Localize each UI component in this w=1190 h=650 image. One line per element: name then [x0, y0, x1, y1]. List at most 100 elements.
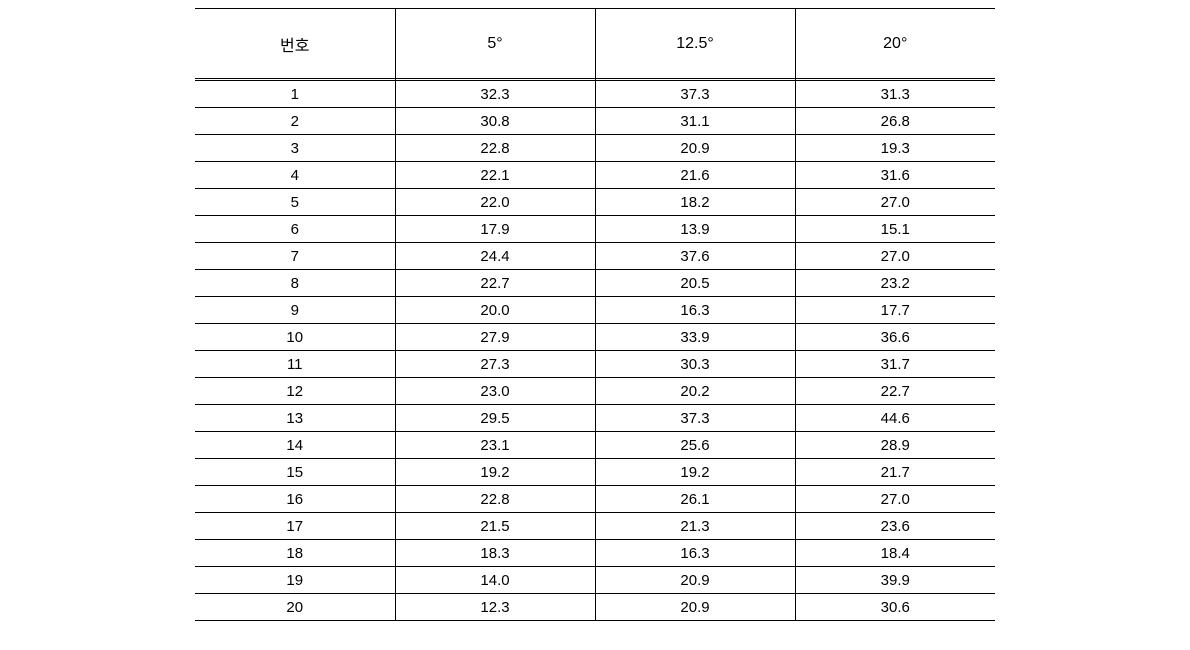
table-cell: 14 — [195, 432, 395, 459]
table-cell: 3 — [195, 135, 395, 162]
table-cell: 27.9 — [395, 324, 595, 351]
table-cell: 16.3 — [595, 540, 795, 567]
table-cell: 31.6 — [795, 162, 995, 189]
table-cell: 19.2 — [595, 459, 795, 486]
table-cell: 23.1 — [395, 432, 595, 459]
table-row: 1622.826.127.0 — [195, 486, 995, 513]
table-row: 724.437.627.0 — [195, 243, 995, 270]
table-cell: 23.2 — [795, 270, 995, 297]
table-cell: 25.6 — [595, 432, 795, 459]
column-header-20deg: 20° — [795, 9, 995, 79]
table-cell: 30.6 — [795, 594, 995, 621]
table-cell: 31.3 — [795, 81, 995, 108]
table-cell: 28.9 — [795, 432, 995, 459]
table-row: 322.820.919.3 — [195, 135, 995, 162]
table-cell: 22.8 — [395, 486, 595, 513]
table-cell: 22.7 — [795, 378, 995, 405]
table-cell: 4 — [195, 162, 395, 189]
table-row: 822.720.523.2 — [195, 270, 995, 297]
table-cell: 18 — [195, 540, 395, 567]
table-cell: 31.7 — [795, 351, 995, 378]
table-cell: 18.2 — [595, 189, 795, 216]
table-row: 2012.320.930.6 — [195, 594, 995, 621]
table-row: 617.913.915.1 — [195, 216, 995, 243]
table-cell: 27.0 — [795, 189, 995, 216]
table-cell: 18.3 — [395, 540, 595, 567]
table-cell: 20.9 — [595, 567, 795, 594]
table-cell: 12.3 — [395, 594, 595, 621]
table-cell: 26.1 — [595, 486, 795, 513]
table-cell: 22.7 — [395, 270, 595, 297]
table-cell: 24.4 — [395, 243, 595, 270]
table-cell: 31.1 — [595, 108, 795, 135]
table-cell: 23.6 — [795, 513, 995, 540]
table-cell: 17.9 — [395, 216, 595, 243]
table-row: 1818.316.318.4 — [195, 540, 995, 567]
table-cell: 22.8 — [395, 135, 595, 162]
table-row: 1027.933.936.6 — [195, 324, 995, 351]
table-row: 1329.537.344.6 — [195, 405, 995, 432]
table-row: 1519.219.221.7 — [195, 459, 995, 486]
table-cell: 13 — [195, 405, 395, 432]
column-header-5deg: 5° — [395, 9, 595, 79]
table-cell: 6 — [195, 216, 395, 243]
table-cell: 19.2 — [395, 459, 595, 486]
table-cell: 10 — [195, 324, 395, 351]
table-row: 1127.330.331.7 — [195, 351, 995, 378]
data-table-container: 번호 5° 12.5° 20° 132.337.331.3230.831.126… — [195, 8, 995, 621]
table-cell: 19 — [195, 567, 395, 594]
table-cell: 23.0 — [395, 378, 595, 405]
table-cell: 2 — [195, 108, 395, 135]
table-cell: 19.3 — [795, 135, 995, 162]
table-cell: 1 — [195, 81, 395, 108]
table-row: 230.831.126.8 — [195, 108, 995, 135]
table-cell: 30.3 — [595, 351, 795, 378]
table-row: 1223.020.222.7 — [195, 378, 995, 405]
table-cell: 37.6 — [595, 243, 795, 270]
table-cell: 12 — [195, 378, 395, 405]
table-cell: 22.0 — [395, 189, 595, 216]
table-body: 132.337.331.3230.831.126.8322.820.919.34… — [195, 81, 995, 621]
table-cell: 39.9 — [795, 567, 995, 594]
table-row: 920.016.317.7 — [195, 297, 995, 324]
table-cell: 14.0 — [395, 567, 595, 594]
table-cell: 17 — [195, 513, 395, 540]
table-cell: 21.3 — [595, 513, 795, 540]
table-cell: 20.2 — [595, 378, 795, 405]
column-header-12-5deg: 12.5° — [595, 9, 795, 79]
column-header-number: 번호 — [195, 9, 395, 79]
table-cell: 21.5 — [395, 513, 595, 540]
table-cell: 30.8 — [395, 108, 595, 135]
table-cell: 44.6 — [795, 405, 995, 432]
table-cell: 16 — [195, 486, 395, 513]
table-cell: 36.6 — [795, 324, 995, 351]
table-cell: 5 — [195, 189, 395, 216]
table-cell: 27.0 — [795, 486, 995, 513]
table-row: 522.018.227.0 — [195, 189, 995, 216]
data-table: 번호 5° 12.5° 20° 132.337.331.3230.831.126… — [195, 8, 995, 621]
table-cell: 37.3 — [595, 81, 795, 108]
table-cell: 11 — [195, 351, 395, 378]
table-cell: 13.9 — [595, 216, 795, 243]
table-cell: 20 — [195, 594, 395, 621]
table-cell: 32.3 — [395, 81, 595, 108]
table-cell: 20.9 — [595, 594, 795, 621]
table-row: 1914.020.939.9 — [195, 567, 995, 594]
table-cell: 33.9 — [595, 324, 795, 351]
table-cell: 26.8 — [795, 108, 995, 135]
table-cell: 15.1 — [795, 216, 995, 243]
table-cell: 20.0 — [395, 297, 595, 324]
table-cell: 8 — [195, 270, 395, 297]
table-cell: 17.7 — [795, 297, 995, 324]
table-row: 1721.521.323.6 — [195, 513, 995, 540]
table-cell: 16.3 — [595, 297, 795, 324]
table-cell: 22.1 — [395, 162, 595, 189]
table-cell: 18.4 — [795, 540, 995, 567]
table-header-row: 번호 5° 12.5° 20° — [195, 9, 995, 79]
table-cell: 20.5 — [595, 270, 795, 297]
table-header: 번호 5° 12.5° 20° — [195, 9, 995, 81]
table-cell: 27.3 — [395, 351, 595, 378]
table-cell: 27.0 — [795, 243, 995, 270]
table-cell: 21.6 — [595, 162, 795, 189]
table-cell: 7 — [195, 243, 395, 270]
